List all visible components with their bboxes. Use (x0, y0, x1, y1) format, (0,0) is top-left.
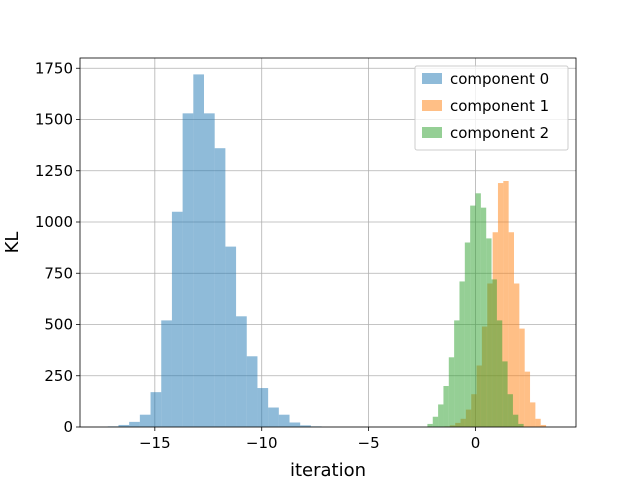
histogram-bar (530, 402, 536, 427)
y-axis-label: KL (2, 232, 23, 254)
legend-swatch (422, 100, 442, 111)
x-tick-label: −15 (139, 434, 171, 452)
histogram-bar (443, 386, 449, 427)
histogram-bar (438, 404, 444, 427)
histogram-bar (464, 242, 471, 427)
histogram-bar (459, 281, 465, 427)
histogram-bar (257, 388, 269, 427)
histogram-bar (503, 181, 509, 427)
y-tick-label: 1750 (35, 59, 73, 77)
plot-frame (79, 57, 577, 428)
histogram-bar (475, 193, 481, 427)
histogram-bar (171, 211, 183, 427)
legend-entry-label: component 1 (450, 97, 549, 115)
histogram-bar (225, 246, 237, 427)
histogram-bar (497, 183, 504, 427)
histogram-bar (432, 416, 439, 427)
y-tick-label: 0 (63, 418, 73, 436)
histogram-bar (246, 356, 258, 427)
histogram-bar (524, 371, 531, 427)
y-tick-label: 1250 (35, 162, 73, 180)
x-axis-label: iteration (290, 460, 366, 480)
histogram-bars (107, 74, 547, 428)
y-tick-label: 750 (44, 264, 73, 282)
x-tick-label: −10 (246, 434, 278, 452)
legend-entry-label: component 0 (450, 70, 549, 88)
histogram-bar (535, 418, 541, 427)
histogram-bar (540, 424, 547, 427)
x-tick-label: −5 (358, 434, 380, 452)
legend: component 0 component 1 component 2 (414, 65, 569, 151)
histogram-bar (470, 205, 476, 427)
histogram-bar (161, 320, 172, 427)
histogram-bar (448, 357, 455, 427)
legend-box (414, 65, 569, 151)
histogram-bar (496, 320, 503, 427)
y-tick-label: 500 (44, 316, 73, 334)
histogram-bar (289, 422, 301, 427)
histogram-bar (454, 320, 460, 427)
histogram-bar (491, 279, 497, 427)
histogram-bar (182, 113, 194, 427)
histogram-bar (300, 425, 311, 427)
histogram-bar (118, 424, 130, 427)
histogram-bar (150, 392, 162, 427)
histogram-bar (427, 423, 433, 427)
histogram-bar (507, 394, 513, 427)
legend-swatch (422, 127, 442, 138)
y-tick-label: 250 (44, 367, 73, 385)
histogram-bar (278, 414, 290, 427)
histogram-bar (512, 414, 519, 427)
x-axis-ticks: −15 −10 −5 0 (139, 427, 480, 452)
histogram-bar (502, 361, 508, 427)
histogram-bar (518, 423, 524, 427)
histogram-bar (508, 232, 514, 427)
histogram-bar (214, 148, 226, 427)
x-tick-label: 0 (471, 434, 481, 452)
histogram-bar (236, 316, 247, 427)
histogram-bar (519, 328, 525, 427)
y-tick-label: 1000 (35, 213, 73, 231)
y-tick-label: 1500 (35, 111, 73, 129)
histogram-bar (480, 207, 487, 427)
histogram-bar (193, 74, 204, 428)
histogram-bar (139, 414, 151, 427)
series-0-bars (107, 74, 322, 428)
series-2-bars (427, 193, 524, 427)
y-axis-ticks: 0 250 500 750 1000 1250 1500 1750 (35, 59, 80, 436)
legend-entry-label: component 2 (450, 124, 549, 142)
histogram-bar (268, 407, 279, 427)
histogram-bar (129, 421, 140, 427)
histogram-bar (486, 238, 492, 427)
histogram-bar (204, 113, 215, 427)
legend-swatch (422, 73, 442, 84)
histogram-bar (514, 283, 520, 427)
